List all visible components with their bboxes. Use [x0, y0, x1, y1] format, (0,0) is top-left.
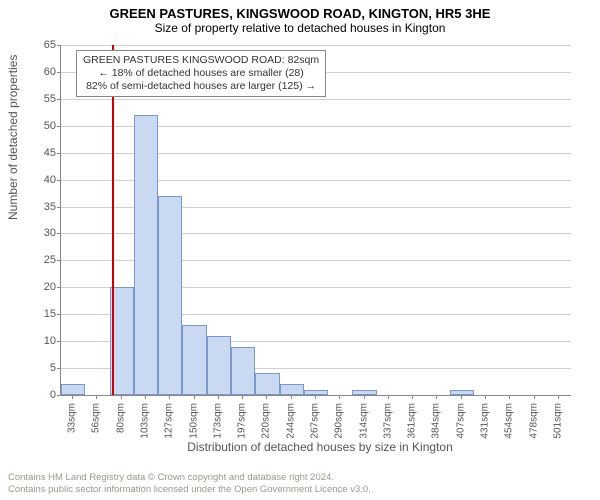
ytick-label: 15 — [26, 308, 56, 320]
ytick-label: 55 — [26, 93, 56, 105]
xtick-label: 361sqm — [407, 403, 418, 439]
ytick-mark — [57, 45, 61, 46]
property-marker-line — [112, 45, 114, 395]
annotation-line2: ← 18% of detached houses are smaller (28… — [83, 67, 319, 80]
footer-line2: Contains public sector information licen… — [8, 484, 371, 496]
ytick-label: 10 — [26, 335, 56, 347]
xtick-mark — [72, 395, 73, 399]
xtick-mark — [485, 395, 486, 399]
ytick-label: 60 — [26, 66, 56, 78]
ytick-label: 30 — [26, 227, 56, 239]
xtick-label: 103sqm — [140, 403, 151, 439]
ytick-label: 0 — [26, 389, 56, 401]
xtick-mark — [339, 395, 340, 399]
xtick-mark — [315, 395, 316, 399]
xtick-label: 407sqm — [455, 403, 466, 439]
gridline — [61, 45, 571, 46]
x-ticks: 33sqm 56sqm 80sqm 103sqm 127sqm 150sqm 173sqm 1… — [60, 395, 570, 445]
xtick-label: 33sqm — [67, 403, 78, 433]
ytick-mark — [57, 153, 61, 154]
histogram-bar — [207, 336, 231, 395]
xtick-label: 56sqm — [91, 403, 102, 433]
histogram-bar — [134, 115, 158, 395]
ytick-mark — [57, 126, 61, 127]
xtick-label: 431sqm — [480, 403, 491, 439]
xtick-label: 290sqm — [334, 403, 345, 439]
ytick-mark — [57, 287, 61, 288]
ytick-mark — [57, 341, 61, 342]
ytick-label: 45 — [26, 147, 56, 159]
chart-plot-area — [60, 45, 571, 396]
ytick-mark — [57, 314, 61, 315]
y-ticks: 05101520253035404550556065 — [26, 45, 60, 395]
annotation-line1: GREEN PASTURES KINGSWOOD ROAD: 82sqm — [83, 54, 319, 67]
annotation-line3: 82% of semi-detached houses are larger (… — [83, 80, 319, 93]
ytick-mark — [57, 368, 61, 369]
xtick-mark — [169, 395, 170, 399]
xtick-mark — [242, 395, 243, 399]
gridline — [61, 99, 571, 100]
histogram-bar — [255, 373, 279, 395]
histogram-bar — [61, 384, 85, 395]
histogram-bar — [231, 347, 255, 395]
xtick-label: 173sqm — [212, 403, 223, 439]
xtick-mark — [145, 395, 146, 399]
xtick-label: 80sqm — [115, 403, 126, 433]
ytick-label: 65 — [26, 39, 56, 51]
xtick-mark — [194, 395, 195, 399]
ytick-label: 50 — [26, 120, 56, 132]
xtick-mark — [436, 395, 437, 399]
ytick-label: 25 — [26, 254, 56, 266]
xtick-mark — [558, 395, 559, 399]
ytick-mark — [57, 207, 61, 208]
xtick-mark — [461, 395, 462, 399]
xtick-label: 267sqm — [310, 403, 321, 439]
xtick-label: 384sqm — [431, 403, 442, 439]
xtick-label: 220sqm — [261, 403, 272, 439]
xtick-label: 150sqm — [188, 403, 199, 439]
histogram-bar — [158, 196, 182, 395]
histogram-bar — [182, 325, 206, 395]
ytick-mark — [57, 99, 61, 100]
xtick-label: 197sqm — [237, 403, 248, 439]
ytick-label: 40 — [26, 174, 56, 186]
xtick-label: 244sqm — [285, 403, 296, 439]
xtick-label: 127sqm — [164, 403, 175, 439]
footer-attribution: Contains HM Land Registry data © Crown c… — [8, 472, 371, 496]
xtick-mark — [121, 395, 122, 399]
ytick-mark — [57, 233, 61, 234]
xtick-mark — [266, 395, 267, 399]
xtick-label: 501sqm — [552, 403, 563, 439]
ytick-label: 35 — [26, 201, 56, 213]
xtick-mark — [364, 395, 365, 399]
y-axis-label: Number of detached properties — [6, 55, 20, 220]
xtick-label: 314sqm — [358, 403, 369, 439]
xtick-mark — [388, 395, 389, 399]
ytick-mark — [57, 72, 61, 73]
xtick-label: 478sqm — [528, 403, 539, 439]
histogram-bar — [280, 384, 304, 395]
xtick-mark — [291, 395, 292, 399]
annotation-box: GREEN PASTURES KINGSWOOD ROAD: 82sqm ← 1… — [76, 50, 326, 97]
xtick-mark — [534, 395, 535, 399]
ytick-label: 5 — [26, 362, 56, 374]
xtick-mark — [218, 395, 219, 399]
ytick-label: 20 — [26, 281, 56, 293]
ytick-mark — [57, 180, 61, 181]
xtick-mark — [96, 395, 97, 399]
chart-subtitle: Size of property relative to detached ho… — [0, 21, 600, 39]
chart-title: GREEN PASTURES, KINGSWOOD ROAD, KINGTON,… — [0, 0, 600, 21]
footer-line1: Contains HM Land Registry data © Crown c… — [8, 472, 371, 484]
xtick-mark — [412, 395, 413, 399]
xtick-label: 337sqm — [382, 403, 393, 439]
x-axis-label: Distribution of detached houses by size … — [20, 440, 600, 454]
xtick-label: 454sqm — [504, 403, 515, 439]
ytick-mark — [57, 260, 61, 261]
xtick-mark — [509, 395, 510, 399]
